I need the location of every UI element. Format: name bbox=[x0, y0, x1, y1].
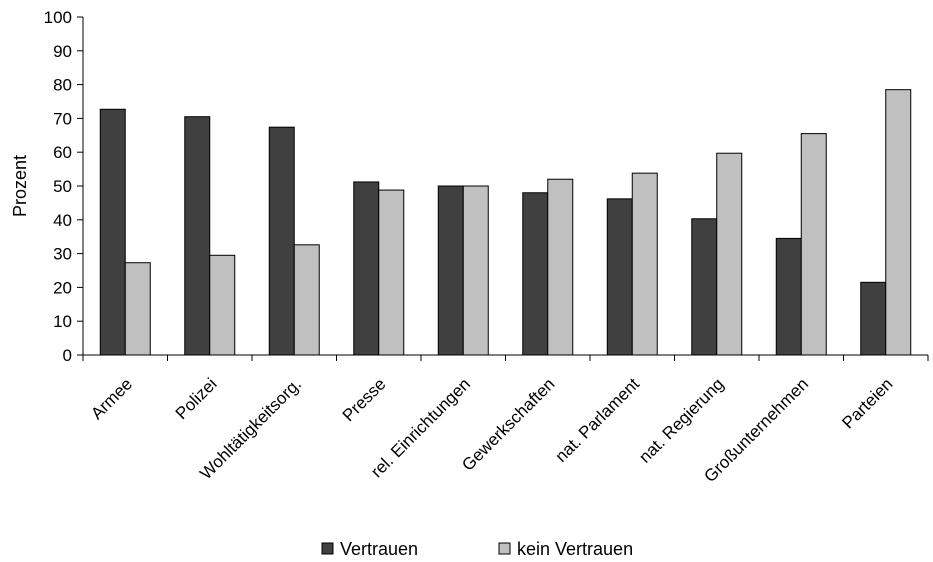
bar-kein-vertrauen-polizei bbox=[209, 254, 236, 356]
x-tick-label: nat. Parlament bbox=[551, 374, 643, 466]
x-tick-label: Armee bbox=[87, 374, 136, 423]
bar-kein-vertrauen-wohltätigkeitsorg bbox=[293, 244, 320, 356]
legend-swatch-kein-vertrauen bbox=[498, 542, 511, 555]
y-tick-label: 60 bbox=[53, 143, 72, 162]
legend-label-kein-vertrauen: kein Vertrauen bbox=[517, 539, 633, 559]
y-tick-label: 90 bbox=[53, 42, 72, 61]
y-axis-title: Prozent bbox=[10, 155, 30, 217]
bar-kein-vertrauen-nat-parlament bbox=[631, 172, 658, 356]
legend-swatch-vertrauen bbox=[321, 542, 334, 555]
y-tick-label: 0 bbox=[63, 346, 72, 365]
bar-vertrauen-gewerkschaften bbox=[522, 192, 549, 356]
bar-kein-vertrauen-gewerkschaften bbox=[547, 178, 574, 356]
bar-vertrauen-armee bbox=[99, 108, 126, 356]
bar-kein-vertrauen-rel-einrichtungen bbox=[462, 185, 489, 356]
x-tick-label: Gewerkschaften bbox=[458, 374, 558, 474]
y-tick-label: 30 bbox=[53, 245, 72, 264]
legend: Vertrauen kein Vertrauen bbox=[321, 539, 633, 559]
bar-vertrauen-rel-einrichtungen bbox=[437, 185, 464, 356]
x-tick-label: nat. Regierung bbox=[635, 374, 727, 466]
bar-vertrauen-wohltätigkeitsorg bbox=[268, 126, 295, 356]
bar-vertrauen-presse bbox=[353, 181, 380, 356]
bar-vertrauen-parteien bbox=[860, 281, 887, 356]
y-tick-label: 50 bbox=[53, 177, 72, 196]
y-tick-label: 70 bbox=[53, 109, 72, 128]
bar-vertrauen-polizei bbox=[184, 116, 211, 356]
bar-kein-vertrauen-armee bbox=[124, 262, 151, 356]
bar-kein-vertrauen-großunternehmen bbox=[800, 133, 827, 356]
legend-label-vertrauen: Vertrauen bbox=[340, 539, 418, 559]
y-tick-label: 100 bbox=[44, 8, 72, 27]
x-tick-label: Presse bbox=[339, 374, 390, 425]
bar-kein-vertrauen-parteien bbox=[885, 89, 912, 356]
y-tick-label: 40 bbox=[53, 211, 72, 230]
bar-vertrauen-nat-parlament bbox=[606, 198, 633, 356]
y-tick-label: 80 bbox=[53, 76, 72, 95]
y-tick-label: 10 bbox=[53, 312, 72, 331]
x-tick-label: Parteien bbox=[838, 374, 896, 432]
bar-vertrauen-großunternehmen bbox=[775, 237, 802, 356]
bar-vertrauen-nat-regierung bbox=[691, 218, 718, 356]
x-tick-label: Polizei bbox=[172, 374, 221, 423]
y-tick-label: 20 bbox=[53, 278, 72, 297]
bar-kein-vertrauen-presse bbox=[378, 189, 405, 356]
bar-kein-vertrauen-nat-regierung bbox=[716, 152, 743, 356]
